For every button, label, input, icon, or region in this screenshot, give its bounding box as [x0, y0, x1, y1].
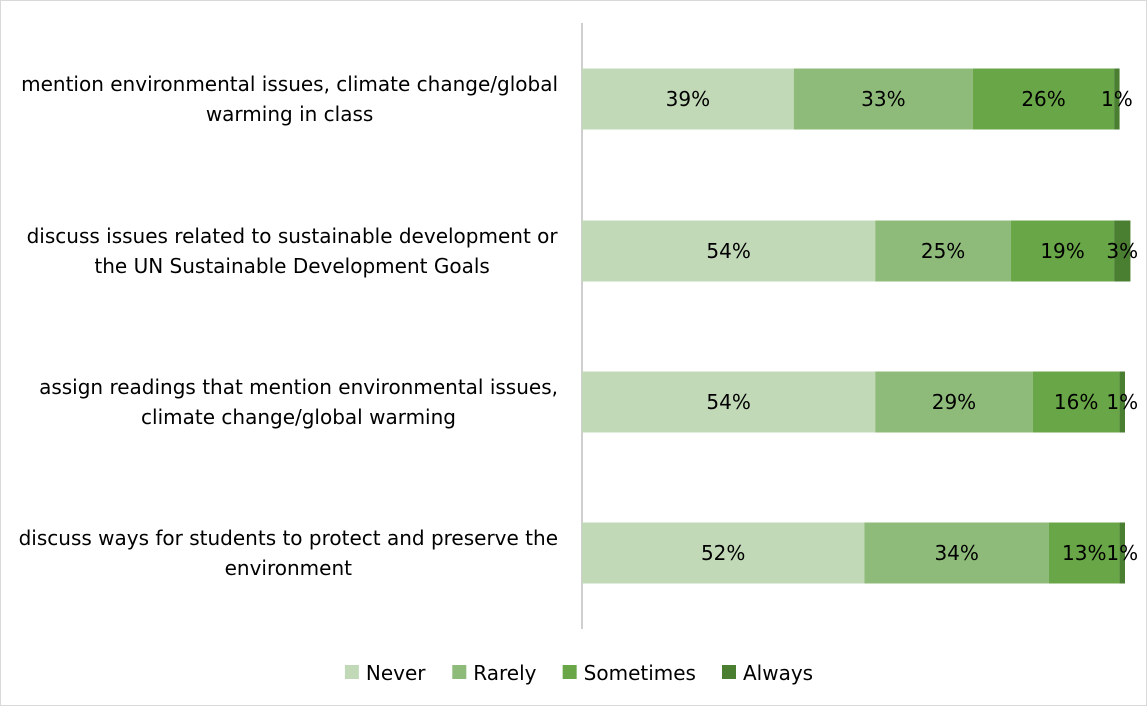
bar-rarely-4	[864, 522, 1049, 584]
data-label-always-4: 1%	[1106, 541, 1138, 565]
data-label-rarely-1: 33%	[861, 87, 905, 111]
data-label-always-3: 1%	[1106, 390, 1138, 414]
data-label-sometimes-1: 26%	[1021, 87, 1065, 111]
bar-rarely-3	[875, 371, 1033, 433]
category-label-line: the UN Sustainable Development Goals	[94, 254, 489, 278]
category-label-line: discuss ways for students to protect and…	[19, 526, 558, 550]
legend-label-rarely: Rarely	[473, 661, 536, 685]
bar-never-2	[582, 220, 876, 282]
legend-swatch-rarely	[452, 665, 467, 679]
category-label-line: discuss issues related to sustainable de…	[27, 224, 559, 248]
data-label-never-4: 52%	[701, 541, 745, 565]
data-label-sometimes-4: 13%	[1062, 541, 1106, 565]
data-label-always-2: 3%	[1106, 239, 1138, 263]
category-label-line: environment	[225, 556, 353, 580]
bar-sometimes-2	[1010, 220, 1115, 282]
bar-sometimes-1	[972, 68, 1115, 130]
bar-always-4	[1119, 522, 1125, 584]
bar-always-1	[1114, 68, 1120, 130]
category-label-1: mention environmental issues, climate ch…	[21, 72, 558, 126]
data-label-rarely-4: 34%	[934, 541, 978, 565]
bar-always-2	[1114, 220, 1131, 282]
category-label-line: assign readings that mention environment…	[39, 375, 558, 399]
legend-label-never: Never	[366, 661, 426, 685]
category-label-2: discuss issues related to sustainable de…	[27, 224, 559, 278]
category-label-line: climate change/global warming	[141, 405, 456, 429]
data-label-sometimes-2: 19%	[1040, 239, 1084, 263]
bar-sometimes-4	[1048, 522, 1120, 584]
data-label-sometimes-3: 16%	[1054, 390, 1098, 414]
bar-never-1	[582, 68, 794, 130]
data-label-always-1: 1%	[1101, 87, 1133, 111]
bar-never-4	[582, 522, 865, 584]
legend-swatch-always	[721, 665, 736, 679]
bar-rarely-1	[793, 68, 973, 130]
legend-swatch-sometimes	[562, 665, 577, 679]
legend-label-sometimes: Sometimes	[584, 661, 696, 685]
data-label-never-3: 54%	[706, 390, 750, 414]
category-label-line: warming in class	[206, 102, 374, 126]
category-label-4: discuss ways for students to protect and…	[19, 526, 558, 580]
category-label-line: mention environmental issues, climate ch…	[21, 72, 558, 96]
data-label-never-2: 54%	[706, 239, 750, 263]
data-label-never-1: 39%	[666, 87, 710, 111]
bar-never-3	[582, 371, 876, 433]
legend-swatch-never	[344, 665, 359, 679]
bar-sometimes-3	[1032, 371, 1120, 433]
legend-label-always: Always	[743, 661, 813, 685]
bar-rarely-2	[875, 220, 1011, 282]
category-label-3: assign readings that mention environment…	[39, 375, 558, 429]
data-label-rarely-3: 29%	[932, 390, 976, 414]
bar-always-3	[1119, 371, 1125, 433]
legend: Never Rarely Sometimes Always	[344, 661, 813, 685]
data-label-rarely-2: 25%	[921, 239, 965, 263]
